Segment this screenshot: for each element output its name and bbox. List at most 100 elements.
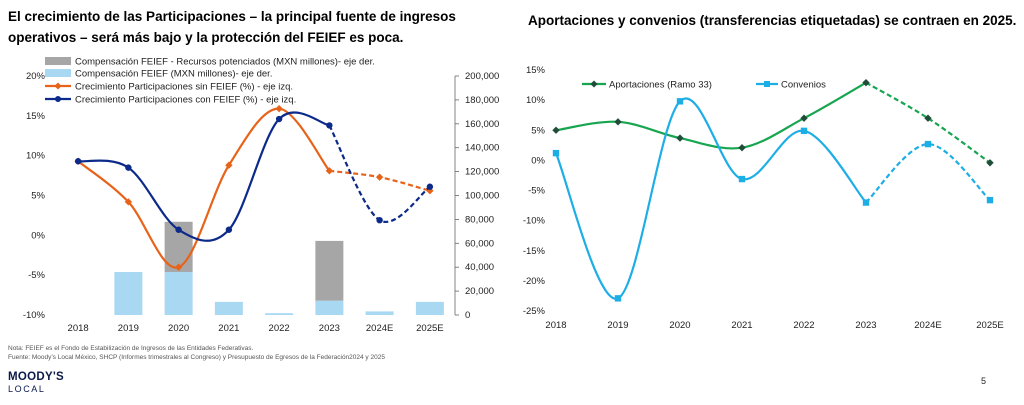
- data-point-marker: [862, 199, 870, 206]
- data-point-marker: [738, 175, 746, 183]
- bar: [415, 301, 444, 315]
- y-tick-label: -10%: [523, 216, 546, 227]
- brand-logo: MOODY'S: [8, 371, 64, 383]
- legend-label: Convenios: [781, 80, 826, 91]
- data-point-marker: [924, 140, 932, 148]
- x-tick-label: 2025E: [416, 323, 443, 334]
- data-point-marker: [125, 164, 132, 171]
- x-tick-label: 2023: [855, 320, 876, 331]
- brand-logo-sub: LOCAL: [8, 384, 46, 394]
- data-point-marker: [74, 158, 82, 165]
- y-tick-label: 0%: [531, 155, 545, 166]
- page-number: 5: [980, 376, 986, 386]
- x-tick-label: 2025E: [976, 320, 1003, 331]
- bar: [164, 271, 193, 315]
- data-point-marker: [552, 126, 560, 134]
- y-right-tick-label: 0: [465, 310, 470, 321]
- y-right-tick-label: 40,000: [465, 262, 494, 273]
- x-tick-label: 2023: [319, 323, 340, 334]
- data-point-marker: [986, 196, 994, 204]
- data-point-marker: [375, 173, 384, 181]
- data-point-marker: [225, 226, 233, 233]
- x-tick-label: 2018: [545, 320, 566, 331]
- y-right-tick-label: 20,000: [465, 286, 494, 297]
- legend-marker: [764, 81, 770, 87]
- x-tick-label: 2024E: [914, 320, 941, 331]
- y-left-tick-label: -5%: [28, 270, 45, 281]
- x-tick-label: 2020: [168, 323, 189, 334]
- data-point-marker: [614, 295, 622, 302]
- legend-label: Compensación FEIEF (MXN millones)- eje d…: [75, 69, 272, 80]
- x-tick-label: 2021: [731, 320, 752, 331]
- y-tick-label: -5%: [528, 186, 545, 197]
- data-point-marker: [552, 149, 560, 157]
- legend-label: Compensación FEIEF - Recursos potenciado…: [75, 57, 375, 68]
- left-chart-title: El crecimiento de las Participaciones – …: [8, 9, 456, 45]
- y-left-tick-label: -10%: [23, 310, 46, 321]
- x-tick-label: 2019: [607, 320, 628, 331]
- data-point-marker: [800, 127, 808, 135]
- y-right-tick-label: 180,000: [465, 95, 499, 106]
- x-tick-label: 2021: [218, 323, 239, 334]
- x-tick-label: 2019: [118, 323, 139, 334]
- legend-swatch: [45, 57, 71, 65]
- footnote: Nota: FEIEF es el Fondo de Estabilizació…: [8, 345, 254, 352]
- data-point-marker: [275, 104, 283, 113]
- data-point-marker: [986, 159, 994, 167]
- series-1-line-projected: [865, 143, 991, 204]
- right-chart-title: Aportaciones y convenios (transferencias…: [528, 13, 1017, 28]
- legend-label: Aportaciones (Ramo 33): [609, 80, 712, 91]
- right-chart: 15% 10% 5% 0% -5% -10% -15% -20% -25% 2018 2019 202…: [523, 65, 1004, 331]
- legend-swatch: [45, 69, 71, 77]
- data-point-marker: [426, 183, 434, 190]
- series-0-line: [555, 81, 867, 150]
- y-right-tick-label: 200,000: [465, 71, 499, 82]
- data-point-marker: [676, 98, 684, 105]
- x-tick-label: 2022: [793, 320, 814, 331]
- y-tick-label: -25%: [523, 306, 546, 317]
- data-point-marker: [376, 216, 383, 224]
- legend-label: Crecimiento Participaciones sin FEIEF (%…: [75, 82, 293, 93]
- y-left-tick-label: 0%: [31, 230, 45, 241]
- y-left-tick-label: 10%: [26, 151, 46, 162]
- bar: [315, 240, 344, 301]
- data-point-marker: [174, 263, 183, 271]
- x-tick-label: 2022: [269, 323, 290, 334]
- data-point-marker: [175, 226, 182, 233]
- y-right-tick-label: 60,000: [465, 238, 494, 249]
- data-point-marker: [676, 134, 684, 142]
- data-point-marker: [124, 198, 133, 206]
- y-left-tick-label: 5%: [31, 191, 45, 202]
- left-chart: 20% 15% 10% 5% 0% -5% -10% 200,000 180,000 160,00…: [23, 57, 500, 335]
- source-note: Fuente: Moody’s Local México, SHCP (Info…: [8, 354, 385, 361]
- series-1-line: [554, 97, 867, 300]
- bar: [315, 300, 344, 315]
- y-right-tick-label: 120,000: [465, 167, 499, 178]
- y-tick-label: -15%: [523, 246, 546, 257]
- bar: [265, 313, 294, 315]
- series-0-line-projected: [865, 81, 991, 164]
- legend-marker: [590, 80, 598, 88]
- data-point-marker: [614, 118, 622, 126]
- y-tick-label: 5%: [531, 125, 545, 136]
- x-tick-label: 2020: [669, 320, 690, 331]
- y-left-tick-label: 20%: [26, 71, 46, 82]
- x-tick-label: 2024E: [366, 323, 393, 334]
- y-right-tick-label: 160,000: [465, 119, 499, 130]
- y-left-tick-label: 15%: [26, 111, 46, 122]
- bar: [214, 301, 243, 315]
- y-tick-label: 15%: [526, 65, 546, 76]
- legend-marker: [55, 96, 61, 102]
- y-right-tick-label: 80,000: [465, 214, 494, 225]
- data-point-marker: [225, 161, 233, 169]
- legend-label: Crecimiento Participaciones con FEIEF (%…: [75, 95, 296, 106]
- data-point-marker: [326, 122, 333, 129]
- data-point-marker: [275, 115, 283, 123]
- y-right-tick-label: 100,000: [465, 191, 499, 202]
- x-tick-label: 2018: [68, 323, 89, 334]
- y-tick-label: -20%: [523, 276, 546, 287]
- y-tick-label: 10%: [526, 95, 546, 106]
- bar: [114, 271, 143, 315]
- y-right-tick-label: 140,000: [465, 143, 499, 154]
- data-point-marker: [738, 144, 746, 152]
